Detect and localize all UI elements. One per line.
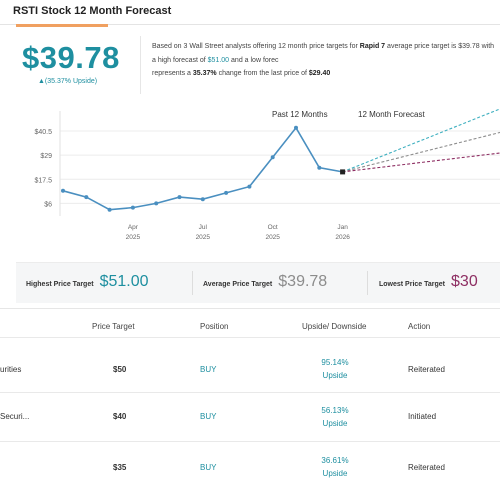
lowest-target: Lowest Price Target $30 <box>379 273 478 291</box>
legend-forecast: 12 Month Forecast <box>358 110 425 119</box>
row-upside-pct: 56.13% <box>321 406 349 415</box>
x-tick-year: 2026 <box>335 234 350 241</box>
past-price-point <box>130 205 135 210</box>
past-price-point <box>294 125 298 130</box>
summary-text-2: average price target is $39.78 with a hi… <box>152 43 495 64</box>
row-price-target: $35 <box>113 463 127 472</box>
row-divider <box>0 392 500 393</box>
highest-target-label: Highest Price Target <box>26 281 94 288</box>
row-upside-word: Upside <box>322 371 348 380</box>
target-separator <box>367 271 368 295</box>
current-price-marker <box>340 169 346 175</box>
x-tick-month: Jul <box>199 224 208 231</box>
highest-target: Highest Price Target $51.00 <box>26 273 149 291</box>
row-upside-pct: 95.14% <box>321 358 349 367</box>
summary-text-1: Based on 3 Wall Street analysts offering… <box>152 43 358 50</box>
row-price-target: $40 <box>113 412 127 421</box>
x-tick-month: Oct <box>268 224 278 231</box>
x-tick-year: 2025 <box>126 234 141 241</box>
average-target-label: Average Price Target <box>203 281 273 288</box>
lowest-target-label: Lowest Price Target <box>379 281 446 288</box>
lowest-target-value: $30 <box>451 273 478 290</box>
forecast-summary: Based on 3 Wall Street analysts offering… <box>152 40 497 81</box>
x-tick-year: 2025 <box>265 234 280 241</box>
summary-text-5: change from the last price of <box>218 70 307 77</box>
firm-name[interactable]: Securi... <box>0 412 30 421</box>
row-action: Reiterated <box>408 463 445 472</box>
past-price-point <box>107 207 112 212</box>
forecast-chart: $40.5 $29 $17.5 $6 Apr 2025 Jul 2025 Oct 2025 Jan 2… <box>34 108 500 241</box>
row-upside-pct: 36.61% <box>321 456 349 465</box>
row-action: Initiated <box>408 412 437 421</box>
company-link[interactable]: Rapid 7 <box>359 43 386 50</box>
y-tick-label: $29 <box>40 153 52 160</box>
card-title: RSTI Stock 12 Month Forecast <box>13 5 172 17</box>
firm-name[interactable]: urities <box>0 365 22 374</box>
y-tick-label: $17.5 <box>34 177 52 184</box>
row-upside-word: Upside <box>322 419 348 428</box>
upside-percent: ▲(35.37% Upside) <box>38 78 98 85</box>
row-upside: 36.61% Upside <box>305 454 365 480</box>
col-header-action[interactable]: Action <box>408 322 431 331</box>
highest-target-value: $51.00 <box>99 273 149 290</box>
card-header: RSTI Stock 12 Month Forecast <box>0 0 500 25</box>
past-price-point <box>154 201 159 206</box>
average-target-value: $39.78 <box>278 273 328 290</box>
row-upside: 56.13% Upside <box>305 404 365 430</box>
high-forecast: $51.00 <box>207 56 230 64</box>
x-tick-month: Apr <box>128 224 139 231</box>
price-target-bar: Highest Price Target $51.00 Average Pric… <box>16 262 500 303</box>
summary-divider <box>140 36 141 94</box>
average-price: $39.78 <box>22 40 120 75</box>
past-price-point <box>177 195 182 200</box>
row-action: Reiterated <box>408 365 445 374</box>
change-percent: 35.37% <box>192 70 217 77</box>
header-divider <box>0 337 500 338</box>
row-position: BUY <box>200 365 217 374</box>
row-price-target: $50 <box>113 365 127 374</box>
summary-text-4: represents a <box>152 70 191 77</box>
forecast-line-average <box>342 131 500 173</box>
title-underline <box>16 24 108 27</box>
past-price-point <box>200 197 205 202</box>
last-price: $29.40 <box>308 70 331 77</box>
past-price-point <box>224 190 229 195</box>
y-tick-label: $40.5 <box>34 129 52 136</box>
past-price-point <box>247 184 252 189</box>
summary-text-3: and a low forec <box>231 56 279 64</box>
col-header-upside[interactable]: Upside/ Downside <box>302 322 367 331</box>
past-price-point <box>61 188 65 193</box>
row-position: BUY <box>200 463 217 472</box>
col-header-price-target[interactable]: Price Target <box>92 322 135 331</box>
past-price-point <box>317 165 322 170</box>
forecast-card: RSTI Stock 12 Month Forecast $39.78 ▲(35… <box>0 0 500 309</box>
x-tick-month: Jan <box>337 224 348 231</box>
forecast-line-low <box>342 152 500 173</box>
forecast-line-high <box>342 108 500 173</box>
y-tick-label: $6 <box>44 201 52 208</box>
row-upside-word: Upside <box>322 469 348 478</box>
row-divider <box>0 441 500 442</box>
x-tick-year: 2025 <box>196 234 211 241</box>
past-price-point <box>270 155 275 160</box>
target-separator <box>192 271 193 295</box>
row-position: BUY <box>200 412 217 421</box>
row-upside: 95.14% Upside <box>305 356 365 382</box>
past-price-point <box>84 195 89 200</box>
legend-past: Past 12 Months <box>272 110 328 119</box>
col-header-position[interactable]: Position <box>200 322 229 331</box>
average-target: Average Price Target $39.78 <box>203 273 327 291</box>
